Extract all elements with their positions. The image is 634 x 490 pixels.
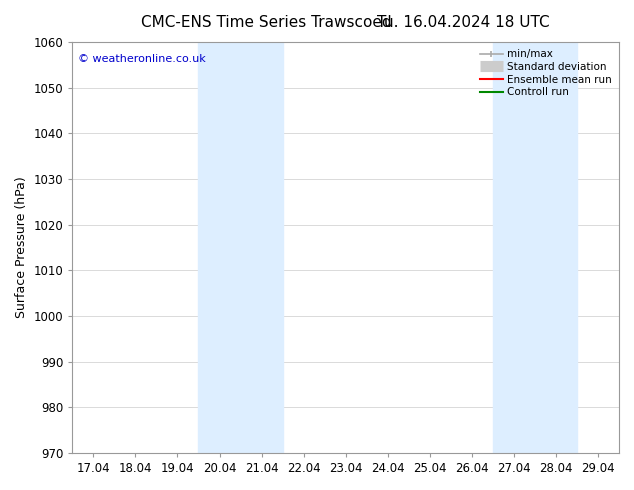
Bar: [493, 42, 577, 453]
Text: © weatheronline.co.uk: © weatheronline.co.uk: [78, 54, 205, 64]
Bar: [198, 42, 283, 453]
Legend: min/max, Standard deviation, Ensemble mean run, Controll run: min/max, Standard deviation, Ensemble me…: [476, 45, 616, 101]
Text: CMC-ENS Time Series Trawscoed: CMC-ENS Time Series Trawscoed: [141, 15, 392, 30]
Text: Tu. 16.04.2024 18 UTC: Tu. 16.04.2024 18 UTC: [377, 15, 549, 30]
Y-axis label: Surface Pressure (hPa): Surface Pressure (hPa): [15, 176, 28, 318]
